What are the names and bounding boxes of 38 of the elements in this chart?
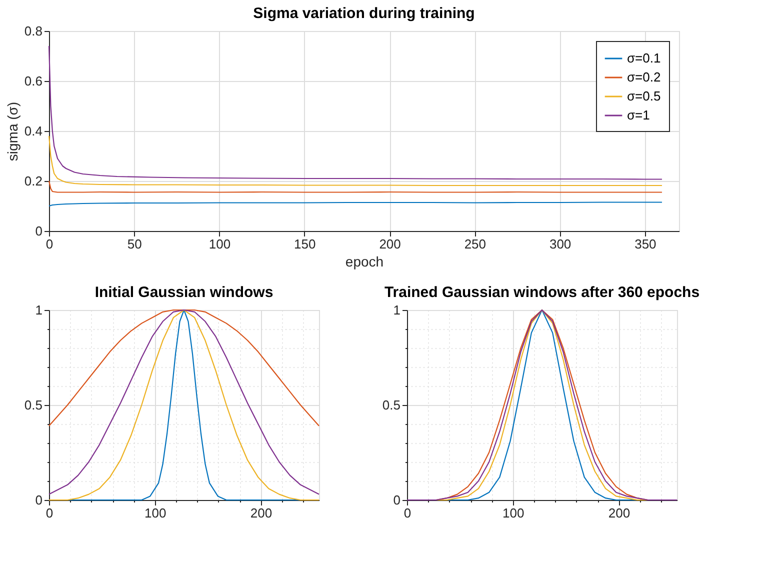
legend-label: σ=0.2	[627, 70, 661, 84]
x-tick-label: 150	[294, 236, 316, 252]
y-tick-label: 0	[35, 224, 42, 238]
x-tick-label: 200	[379, 236, 401, 252]
x-tick-label: 0	[46, 236, 54, 252]
line-series	[48, 180, 663, 193]
legend-label: σ=0.1	[627, 50, 661, 66]
line-series	[48, 45, 663, 180]
y-tick-label: 0.8	[24, 24, 42, 38]
y-tick-label: 0	[35, 492, 42, 508]
x-axis-title: epoch	[345, 254, 384, 270]
line-series	[48, 135, 663, 186]
y-tick-label: 0.4	[24, 124, 42, 138]
x-tick-label: 300	[549, 236, 572, 252]
x-tick-label: 250	[464, 236, 486, 252]
y-axis-title: sigma (σ)	[4, 102, 20, 162]
x-tick-label: 0	[46, 506, 54, 520]
chart-title: Trained Gaussian windows after 360 epochs	[384, 284, 700, 301]
x-tick-label: 350	[634, 236, 656, 252]
legend-label: σ=0.5	[627, 88, 661, 104]
y-tick-label: 0.5	[382, 398, 400, 412]
x-tick-label: 100	[208, 236, 231, 252]
y-tick-label: 1	[35, 302, 42, 318]
y-tick-label: 1	[393, 302, 400, 318]
chart-title: Sigma variation during training	[253, 5, 475, 22]
line-series	[48, 309, 320, 426]
chart-title: Initial Gaussian windows	[94, 284, 274, 301]
y-tick-label: 0	[393, 492, 400, 508]
x-tick-label: 200	[250, 506, 272, 520]
legend-label: σ=1	[627, 108, 650, 122]
x-tick-label: 100	[144, 506, 166, 520]
x-tick-label: 100	[502, 506, 524, 520]
x-tick-label: 50	[127, 236, 142, 252]
y-tick-label: 0.5	[24, 398, 42, 412]
y-tick-label: 0.2	[24, 174, 42, 188]
y-tick-label: 0.6	[24, 74, 42, 88]
x-tick-label: 200	[608, 506, 630, 520]
x-tick-label: 0	[404, 506, 412, 520]
